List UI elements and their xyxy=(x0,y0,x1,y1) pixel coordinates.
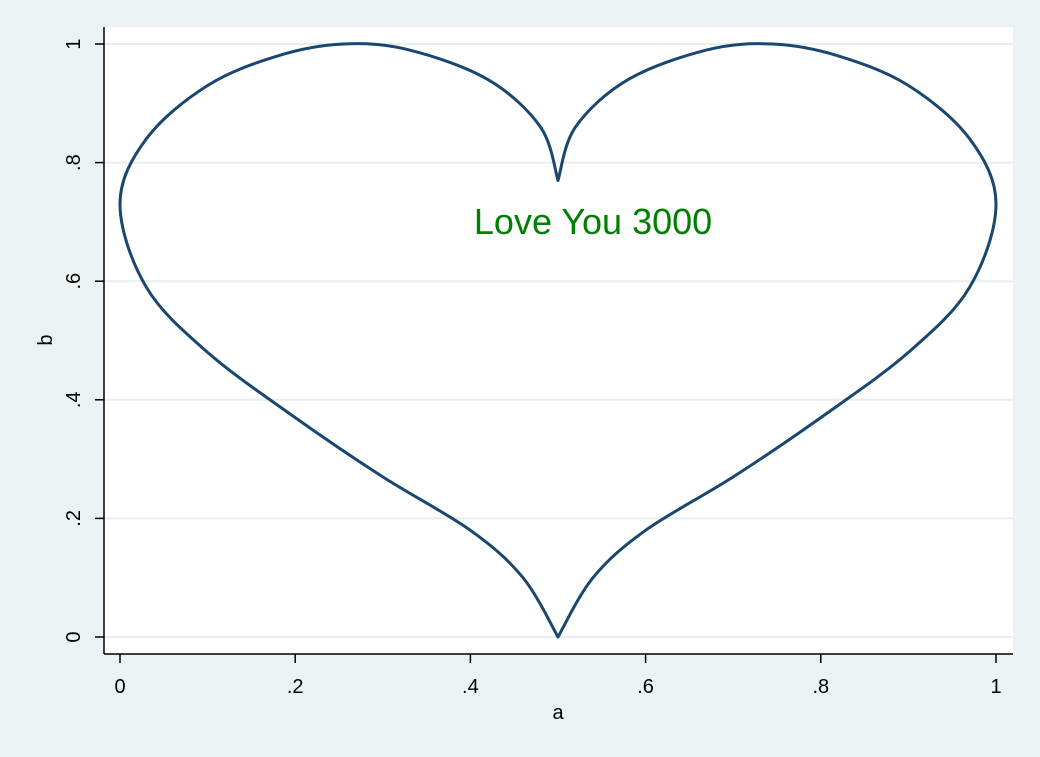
axes xyxy=(95,27,1013,663)
annotations: Love You 3000 xyxy=(474,201,712,242)
x-tick-label: .2 xyxy=(287,676,304,698)
x-tick-label: 1 xyxy=(990,676,1001,698)
series-group xyxy=(118,42,998,639)
x-tick-label: .6 xyxy=(637,676,654,698)
x-tick-label: .4 xyxy=(462,676,479,698)
y-tick-label: 1 xyxy=(63,38,85,49)
y-tick-label: .8 xyxy=(63,154,85,171)
tick-labels: 0 .2 .4 .6 .8 1 0 .2 .4 .6 .8 1 xyxy=(63,38,1002,698)
heart-line xyxy=(118,42,998,639)
y-tick-label: .6 xyxy=(63,273,85,290)
y-axis-title: b xyxy=(35,334,57,345)
x-tick-label: .8 xyxy=(812,676,829,698)
plot-area xyxy=(104,27,1013,654)
y-tick-label: .2 xyxy=(63,510,85,527)
x-axis-title: a xyxy=(552,702,564,724)
x-tick-label: 0 xyxy=(114,676,125,698)
gridlines xyxy=(104,43,1013,638)
y-tick-label: .4 xyxy=(63,391,85,408)
annotation-text: Love You 3000 xyxy=(474,201,712,242)
y-tick-label: 0 xyxy=(63,631,85,642)
